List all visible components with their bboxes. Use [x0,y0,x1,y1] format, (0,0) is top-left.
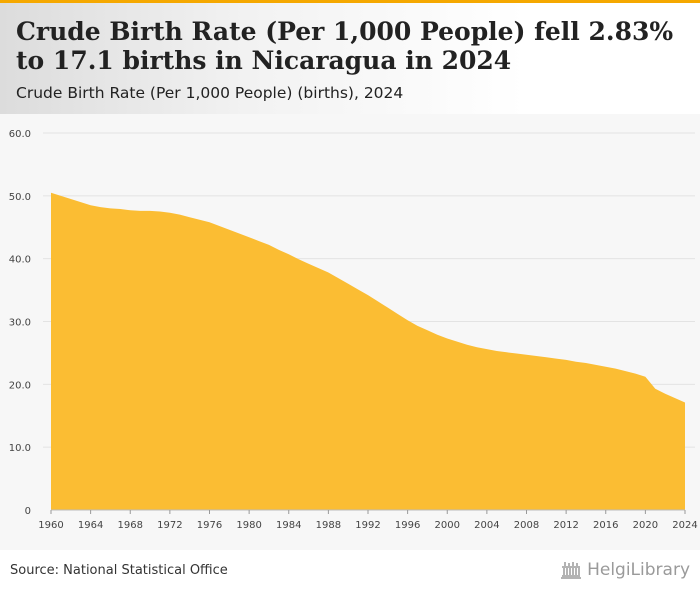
x-tick-label: 1968 [118,520,143,531]
x-tick-label: 2024 [672,520,697,531]
x-tick-label: 1972 [157,520,182,531]
brand-logo[interactable]: HelgiLibrary [559,560,690,580]
library-building-icon [561,562,582,579]
chart-title: Crude Birth Rate (Per 1,000 People) fell… [16,17,674,75]
header-banner: Crude Birth Rate (Per 1,000 People) fell… [0,3,700,114]
source-note: Source: National Statistical Office [10,563,228,578]
x-tick-label: 2020 [633,520,658,531]
footer [0,550,700,596]
x-tick-label: 2012 [553,520,578,531]
x-tick-label: 1996 [395,520,420,531]
x-tick-label: 1984 [276,520,301,531]
x-tick-label: 1980 [236,520,261,531]
x-tick-label: 1988 [316,520,341,531]
birth-rate-area [51,192,685,510]
x-tick-label: 2004 [474,520,499,531]
x-tick-label: 1992 [355,520,380,531]
x-tick-label: 1976 [197,520,222,531]
y-tick-label: 30.0 [9,318,31,329]
x-axis-ticks: 1960 1964 1968 1972 1976 1980 1984 1988 1992 1996… [38,509,698,531]
y-tick-label: 60.0 [9,129,31,140]
y-axis-ticks: 0 10.0 20.0 30.0 40.0 50.0 60.0 [9,129,31,517]
x-tick-label: 1964 [78,520,103,531]
y-tick-label: 0 [25,506,31,517]
y-tick-label: 50.0 [9,192,31,203]
x-tick-label: 2000 [435,520,460,531]
y-tick-label: 10.0 [9,443,31,454]
y-tick-label: 20.0 [9,380,31,391]
x-tick-label: 2008 [514,520,539,531]
brand-name: HelgiLibrary [587,560,690,580]
accent-top-bar [0,0,700,3]
x-tick-label: 1960 [38,520,63,531]
chart-subtitle: Crude Birth Rate (Per 1,000 People) (bir… [16,84,404,102]
y-tick-label: 40.0 [9,255,31,266]
x-tick-label: 2016 [593,520,618,531]
area-layer [51,192,685,510]
